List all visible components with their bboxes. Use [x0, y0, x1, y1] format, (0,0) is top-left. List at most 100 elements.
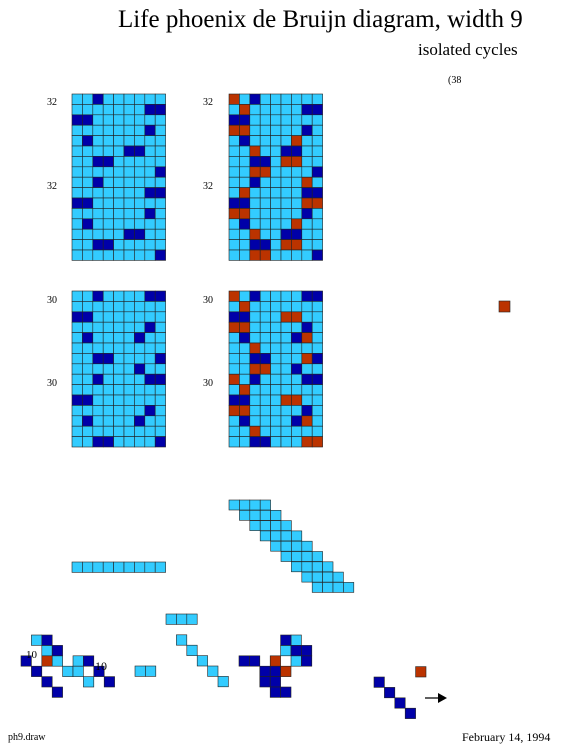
panel-r1-right-cell-orange — [249, 228, 261, 240]
panel-r1-left-cell-dark — [154, 249, 166, 261]
panel-r2-right-cell-light — [228, 425, 240, 437]
panel-r1-left-cell-dark — [82, 197, 94, 209]
panel-r2-right-cell-light — [311, 332, 323, 344]
staircase-cell — [311, 582, 323, 593]
panel-r1-right-cell-dark — [301, 187, 313, 199]
panel-r1-right-cell-light — [270, 208, 282, 220]
panel-r2-left-cell-dark — [82, 311, 94, 323]
fragment-5-orange-cell — [415, 666, 427, 678]
staircase-cell — [259, 530, 271, 542]
staircase-cell — [259, 499, 271, 511]
panel-r2-right-cell-orange — [228, 321, 240, 333]
panel-r1-right-cell-light — [259, 197, 271, 209]
strip-bar-cell — [102, 561, 114, 573]
panel-r2-left-cell-light — [113, 425, 125, 437]
panel-r2-right-cell-light — [259, 394, 271, 406]
panel-r1-right-cell-light — [301, 135, 313, 147]
staircase-cell — [239, 499, 251, 511]
panel-r2-left-cell-light — [82, 363, 94, 375]
staircase-cell — [270, 530, 282, 542]
strip-bar-cell — [123, 561, 135, 573]
panel-r1-left-cell-light — [123, 114, 135, 126]
panel-r1-left-cell-light — [134, 166, 146, 178]
panel-r2-right-cell-light — [291, 342, 303, 354]
panel-r2-left-cell-light — [113, 311, 125, 323]
panel-r1-right-cell-light — [228, 239, 240, 251]
panel-r2-left-cell-light — [134, 436, 146, 448]
panel-r1-right-cell-light — [301, 114, 313, 126]
panel-r2-right-cell-dark — [291, 415, 303, 427]
panel-r1-right-cell-light — [311, 239, 323, 251]
panel-r1-left-cell-light — [113, 218, 125, 230]
panel-r1-left-cell-light — [102, 187, 114, 199]
panel-r2-left-cell-light — [82, 342, 94, 354]
panel-r2-right-cell-dark — [249, 436, 261, 448]
panel-r1-left-cell-light — [102, 93, 114, 105]
panel-r2-left-cell-light — [113, 332, 125, 344]
panel-r2-right-cell-light — [228, 436, 240, 448]
staircase-cell — [311, 571, 323, 583]
panel-r1-right-cell-light — [259, 176, 271, 188]
panel-r1-right-cell-light — [228, 156, 240, 168]
panel-r1-left-cell-light — [113, 208, 125, 220]
panel-r2-right-cell-orange — [239, 301, 251, 313]
fragment-1-orange-cell — [41, 655, 53, 667]
panel-r2-left-cell-light — [123, 425, 135, 437]
panel-r1-right-cell-orange — [280, 239, 292, 251]
panel-r1-right-cell-light — [228, 166, 240, 178]
panel-r1-left-cell-light — [71, 124, 83, 136]
panel-r1-right-cell-light — [249, 104, 261, 116]
panel-r2-right-cell-light — [239, 436, 251, 448]
panel-r1-left-cell-light — [102, 114, 114, 126]
panel-r2-left-cell-dark — [82, 394, 94, 406]
panel-r1-right-cell-dark — [239, 114, 251, 126]
panel-r2-left-cell-dark — [154, 290, 166, 302]
staircase-cell — [249, 509, 261, 521]
panel-r2-right-cell-light — [311, 415, 323, 427]
panel-r2-left-cell-light — [123, 321, 135, 333]
label-bottom-mid: 10 — [95, 659, 107, 673]
panel-r1-right-cell-dark — [228, 197, 240, 209]
panel-r1-left-cell-dark — [82, 135, 94, 147]
panel-r1-left-cell-light — [71, 145, 83, 157]
fragment-3-light-cell — [186, 613, 198, 625]
fragment-1-dark-cell — [51, 686, 63, 698]
panel-r2-left-cell-light — [92, 384, 104, 396]
panel-r2-left-cell-light — [71, 301, 83, 313]
panel-r2-left-cell-dark — [102, 436, 114, 448]
staircase-cell — [280, 551, 292, 562]
panel-r2-right-cell-dark — [311, 353, 323, 365]
panel-r1-left-cell-light — [134, 135, 146, 147]
panel-r2-left-cell-light — [144, 342, 156, 354]
panel-r1-left-cell-dark — [123, 228, 135, 240]
panel-r1-left-cell-light — [123, 187, 135, 199]
panel-r2-right-cell-light — [270, 321, 282, 333]
fragment-3-light-cell — [217, 676, 229, 688]
panel-r1-left-cell-light — [113, 176, 125, 188]
panel-r2-left-cell-light — [154, 321, 166, 333]
panel-r2-left-cell-dark — [144, 321, 156, 333]
fragment-4-dark-cell — [280, 634, 292, 646]
panel-r1-right-cell-light — [249, 124, 261, 136]
panel-r2-left-cell-light — [154, 405, 166, 417]
panel-r1-right-cell-light — [270, 239, 282, 251]
panel-r1-left-cell-light — [71, 218, 83, 230]
panel-r2-right-cell-light — [270, 342, 282, 354]
panel-r1-left-cell-light — [154, 145, 166, 157]
panel-r2-left-cell-dark — [92, 436, 104, 448]
panel-r2-right-cell-light — [270, 332, 282, 344]
panel-r1-left-cell-light — [92, 187, 104, 199]
panel-r1-right-cell-orange — [259, 249, 271, 261]
fragment-4-dark-cell — [280, 686, 292, 698]
panel-r1-right-cell-light — [280, 114, 292, 126]
panel-r1-left-cell-light — [102, 104, 114, 116]
panel-r2-left-cell-light — [92, 405, 104, 417]
panel-r1-left-cell-light — [71, 166, 83, 178]
panel-r1-right-cell-light — [239, 93, 251, 105]
panel-r1-left-cell-light — [144, 228, 156, 240]
panel-r2-left-cell-light — [123, 394, 135, 406]
panel-r1-left-cell-light — [113, 187, 125, 199]
label-r1-left-mid: 32 — [47, 181, 57, 192]
panel-r1-left-cell-light — [113, 249, 125, 261]
panel-r1-left-cell-light — [102, 124, 114, 136]
